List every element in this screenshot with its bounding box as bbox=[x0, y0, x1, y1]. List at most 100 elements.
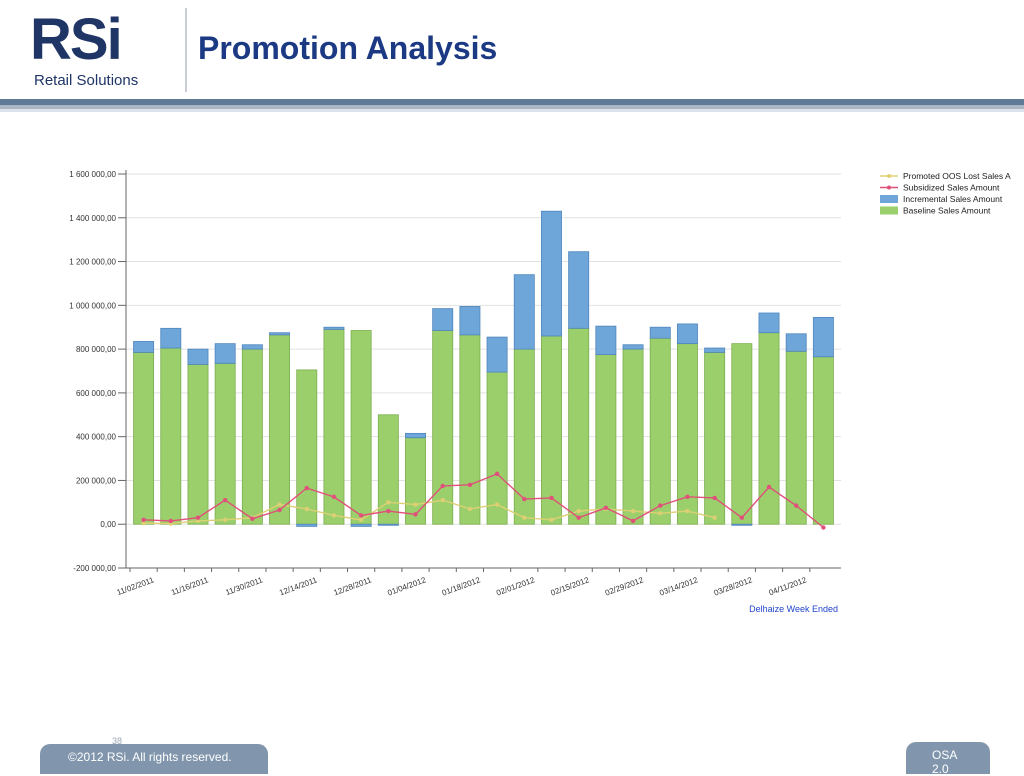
incremental-bar bbox=[459, 306, 481, 336]
subsidized-point bbox=[250, 516, 255, 521]
promoted-oos-point bbox=[630, 508, 636, 514]
y-tick-label: 400 000,00 bbox=[76, 433, 117, 442]
promoted-oos-point bbox=[413, 502, 418, 507]
promoted-oos-point bbox=[658, 511, 663, 516]
logo-text: RSi bbox=[30, 7, 123, 72]
baseline-bar bbox=[187, 364, 209, 525]
x-tick-label: 12/14/2011 bbox=[278, 575, 319, 597]
baseline-bar bbox=[160, 347, 182, 525]
subsidized-point bbox=[331, 494, 337, 500]
legend-swatch-dot bbox=[887, 185, 891, 190]
header-band-mid bbox=[0, 105, 1024, 109]
legend-label: Promoted OOS Lost Sales A bbox=[903, 171, 1011, 181]
baseline-bar bbox=[296, 369, 318, 525]
baseline-bar bbox=[731, 343, 753, 525]
x-tick-label: 12/28/2011 bbox=[333, 575, 374, 597]
subsidized-point bbox=[277, 507, 282, 513]
incremental-bar bbox=[812, 316, 834, 358]
promoted-oos-point bbox=[358, 517, 364, 523]
y-tick-label: 200 000,00 bbox=[76, 476, 117, 485]
legend-label: Baseline Sales Amount bbox=[903, 206, 991, 216]
subsidized-point bbox=[794, 503, 799, 508]
subsidized-point bbox=[685, 494, 690, 500]
incremental-bar bbox=[323, 326, 345, 330]
y-tick-label: 0,00 bbox=[100, 520, 116, 529]
legend-label: Subsidized Sales Amount bbox=[903, 183, 1000, 193]
legend-swatch bbox=[880, 195, 898, 203]
x-tick-label: 02/01/2012 bbox=[495, 575, 536, 597]
page-title: Promotion Analysis bbox=[198, 30, 498, 66]
y-tick-label: 1 400 000,00 bbox=[69, 214, 116, 223]
incremental-bar bbox=[649, 326, 671, 339]
subsidized-point bbox=[494, 471, 500, 477]
promoted-oos-point bbox=[331, 513, 337, 518]
subsidized-point bbox=[576, 515, 581, 520]
incremental-bar bbox=[595, 325, 617, 355]
incremental-bar bbox=[568, 251, 590, 329]
incremental-bar bbox=[241, 344, 263, 350]
x-axis-title: Delhaize Week Ended bbox=[749, 604, 838, 614]
subsidized-point bbox=[549, 495, 554, 501]
y-tick-label: 1 000 000,00 bbox=[69, 301, 116, 310]
baseline-bar bbox=[350, 330, 372, 525]
logo-subtitle: Retail Solutions bbox=[34, 72, 139, 89]
x-tick-label: 02/15/2012 bbox=[550, 575, 591, 597]
baseline-bar bbox=[812, 356, 834, 525]
incremental-bar bbox=[214, 343, 236, 364]
promoted-oos-point bbox=[222, 517, 228, 523]
promoted-oos-point bbox=[494, 502, 500, 507]
incremental-bar bbox=[704, 347, 726, 353]
y-tick-label: 800 000,00 bbox=[76, 345, 117, 354]
incremental-bar bbox=[187, 348, 209, 365]
incremental-bar bbox=[541, 210, 562, 337]
promoted-oos-point bbox=[685, 508, 690, 514]
incremental-bar bbox=[432, 308, 454, 331]
incremental-bar bbox=[377, 523, 399, 526]
x-tick-label: 11/16/2011 bbox=[170, 575, 210, 597]
x-tick-label: 01/18/2012 bbox=[441, 575, 482, 597]
y-tick-label: 1 600 000,00 bbox=[69, 170, 116, 179]
x-tick-label: 11/02/2011 bbox=[116, 575, 156, 597]
promoted-oos-line bbox=[143, 499, 715, 525]
incremental-bar bbox=[133, 341, 155, 353]
incremental-bar bbox=[513, 274, 535, 350]
header-band-dark bbox=[0, 99, 1024, 105]
subsidized-point bbox=[630, 518, 636, 524]
incremental-bar bbox=[676, 323, 698, 345]
subsidized-point bbox=[658, 503, 663, 508]
incremental-bar bbox=[350, 523, 372, 527]
legend-swatch-dot bbox=[887, 174, 891, 178]
baseline-bar bbox=[377, 414, 399, 525]
baseline-bar bbox=[459, 334, 481, 525]
incremental-bar bbox=[269, 332, 291, 336]
subsidized-point bbox=[440, 483, 445, 489]
baseline-bar bbox=[269, 334, 291, 525]
header-band-light bbox=[0, 109, 1024, 112]
baseline-bar bbox=[405, 437, 426, 525]
incremental-bar bbox=[160, 327, 182, 349]
subsidized-point bbox=[467, 482, 473, 488]
baseline-bar bbox=[785, 350, 807, 525]
promoted-oos-point bbox=[141, 520, 146, 526]
subsidized-point bbox=[168, 518, 173, 524]
baseline-bar bbox=[595, 354, 617, 525]
promoted-oos-point bbox=[712, 515, 717, 520]
page-number: 38 bbox=[112, 736, 123, 746]
promoted-oos-point bbox=[440, 497, 445, 503]
x-tick-label: 03/28/2012 bbox=[713, 575, 754, 597]
x-tick-label: 03/14/2012 bbox=[658, 575, 699, 597]
promoted-oos-point bbox=[576, 508, 581, 514]
subsidized-point bbox=[821, 525, 826, 530]
x-tick-label: 02/29/2012 bbox=[604, 575, 645, 597]
y-tick-label: -200 000,00 bbox=[73, 564, 116, 573]
baseline-bar bbox=[432, 330, 454, 525]
x-tick-label: 04/11/2012 bbox=[768, 575, 809, 597]
x-tick-label: 01/04/2012 bbox=[386, 575, 427, 597]
incremental-bar bbox=[731, 523, 753, 526]
incremental-bar bbox=[622, 344, 644, 350]
subsidized-line bbox=[143, 473, 824, 529]
promoted-oos-point bbox=[277, 502, 282, 507]
subsidized-point bbox=[603, 505, 609, 511]
baseline-bar bbox=[241, 348, 263, 525]
